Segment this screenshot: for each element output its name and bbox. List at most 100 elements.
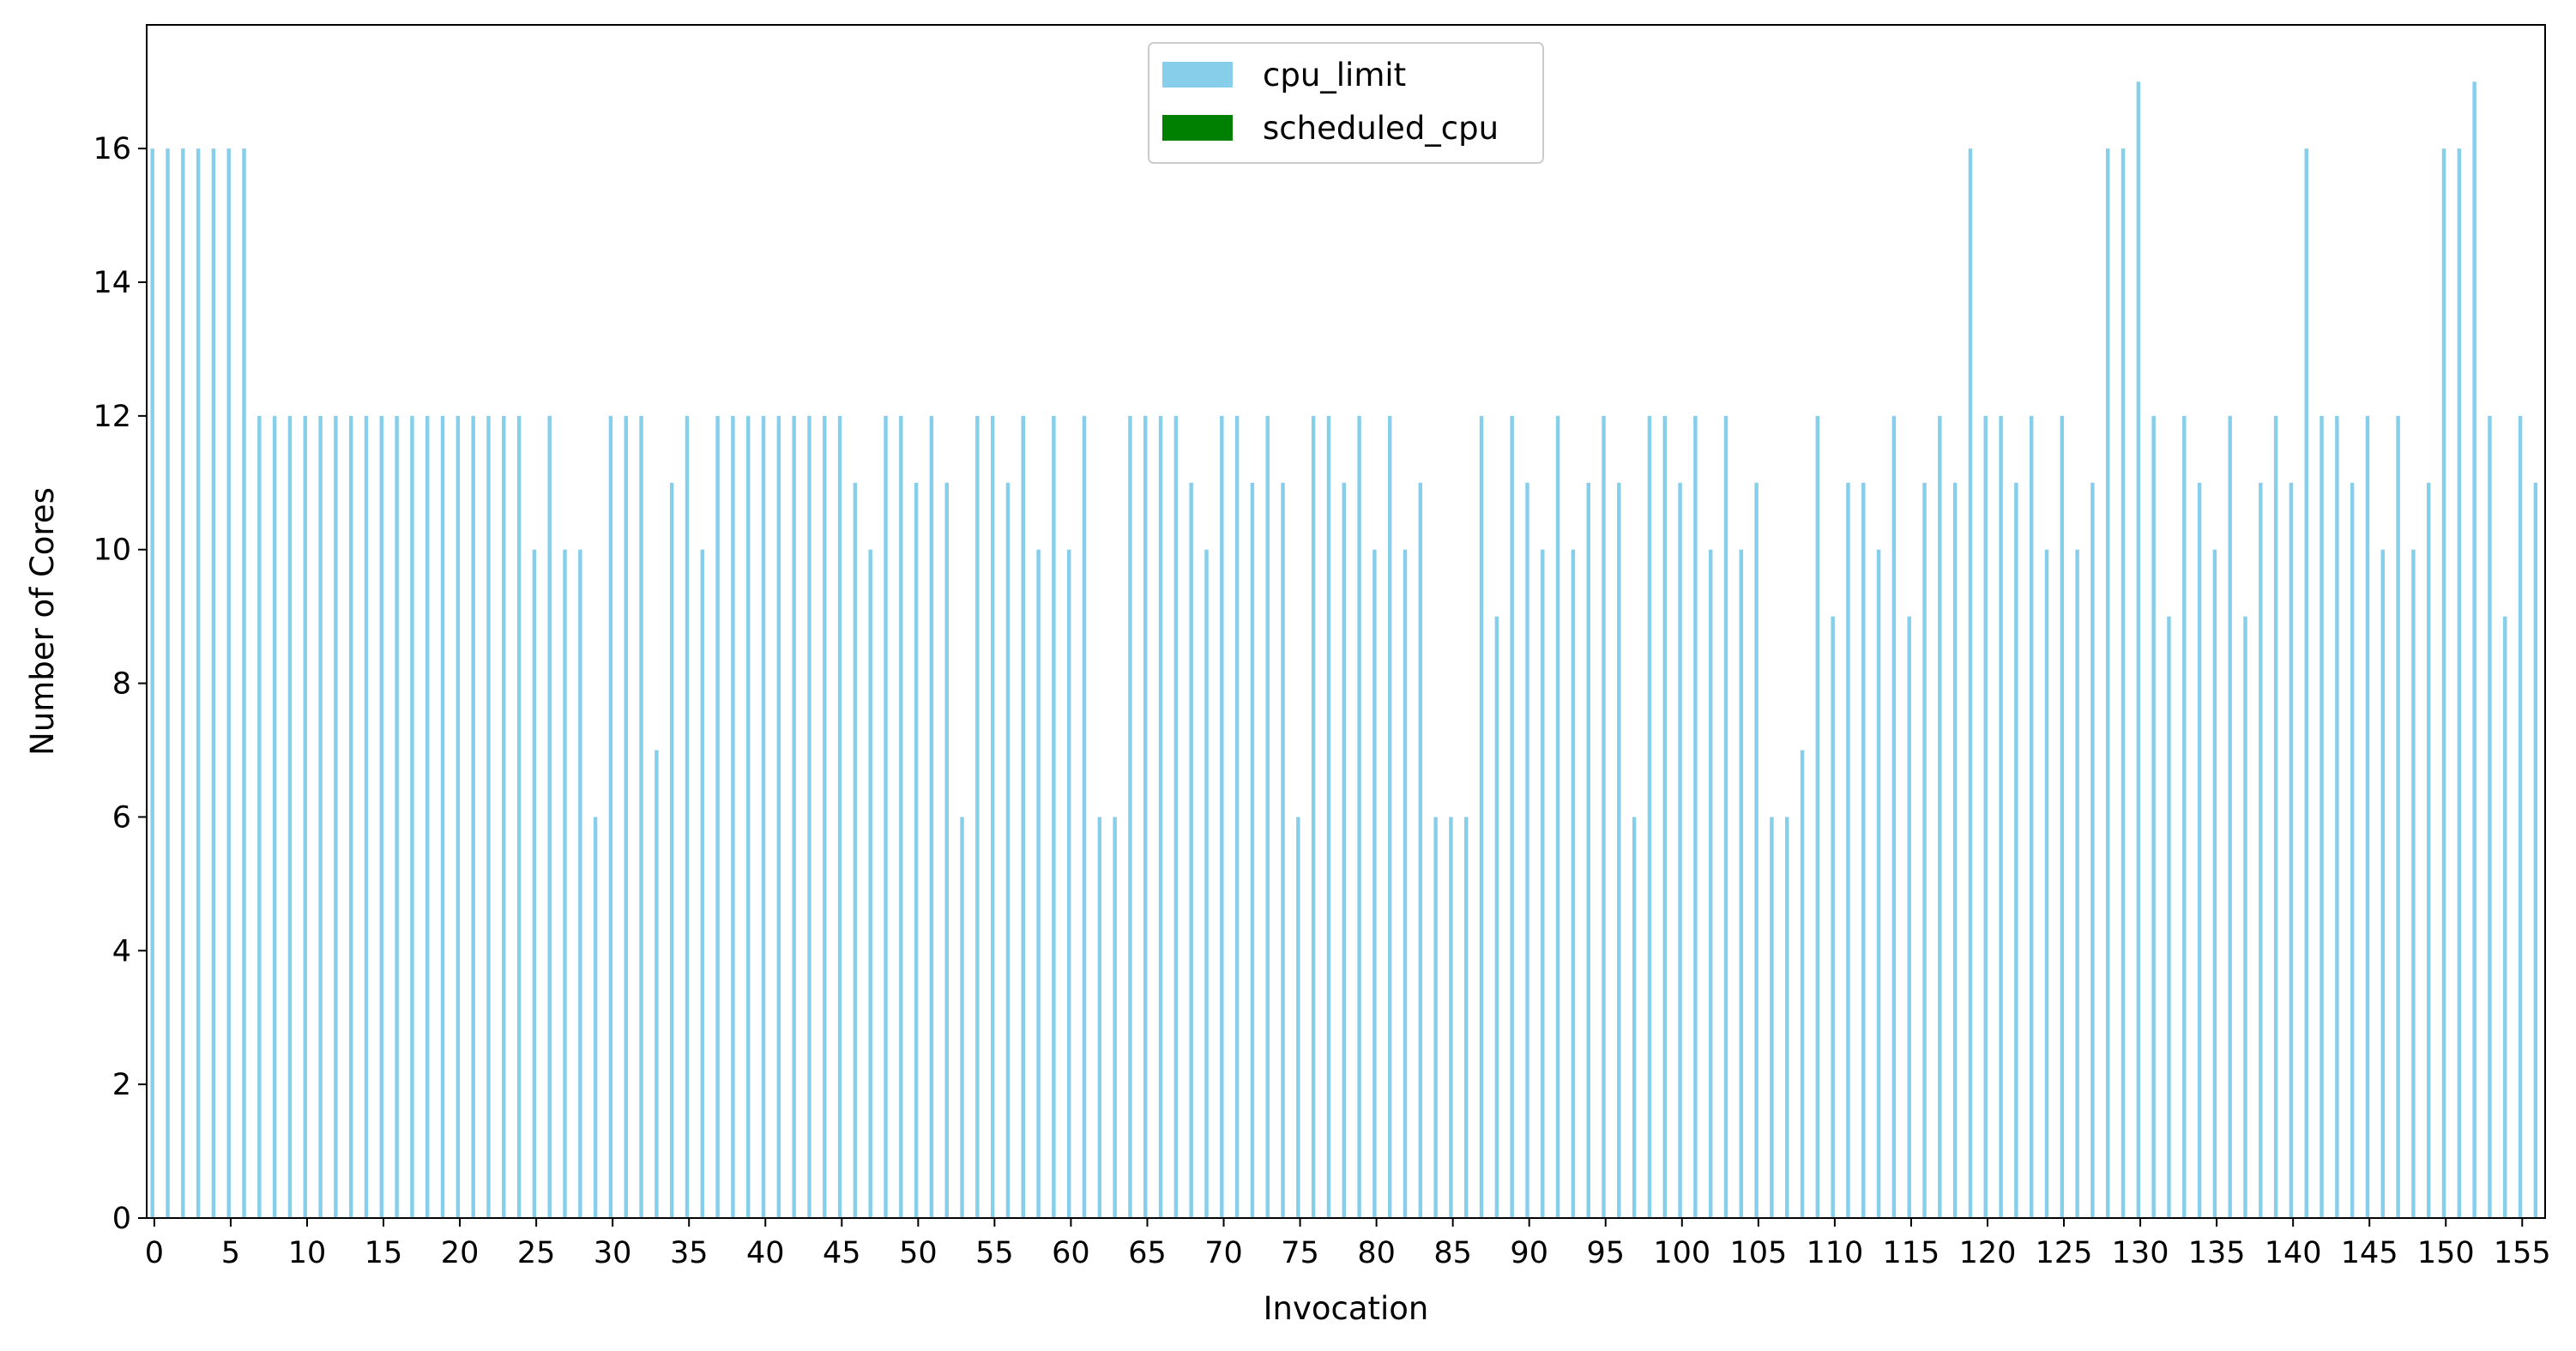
bar-cpu-limit-110	[1831, 616, 1835, 1218]
bar-cpu-limit-152	[2472, 81, 2476, 1219]
x-tick-label: 40	[746, 1236, 785, 1270]
bar-cpu-limit-93	[1571, 549, 1576, 1218]
y-axis-ticks: 0 2 4 6 8 10 12 14 16	[93, 132, 147, 1236]
bar-cpu-limit-4	[211, 148, 216, 1218]
bar-cpu-limit-55	[990, 415, 995, 1218]
bar-cpu-limit-45	[837, 415, 842, 1218]
bar-cpu-limit-97	[1632, 817, 1637, 1218]
x-tick-label: 120	[1959, 1236, 2017, 1270]
x-tick-label: 5	[221, 1236, 240, 1270]
bar-cpu-limit-13	[348, 415, 353, 1218]
bar-cpu-limit-140	[2289, 482, 2294, 1218]
bar-cpu-limit-65	[1143, 415, 1148, 1218]
bar-cpu-limit-71	[1234, 415, 1240, 1218]
bar-cpu-limit-142	[2320, 415, 2324, 1218]
bar-cpu-limit-137	[2243, 616, 2247, 1218]
x-tick-label: 75	[1281, 1236, 1319, 1270]
bar-cpu-limit-135	[2212, 549, 2217, 1218]
x-tick-label: 90	[1510, 1236, 1548, 1270]
bar-cpu-limit-2	[181, 148, 185, 1218]
bar-cpu-limit-67	[1173, 415, 1179, 1218]
bar-cpu-limit-109	[1815, 415, 1820, 1218]
y-tick-label: 8	[112, 667, 131, 702]
bar-cpu-limit-76	[1311, 415, 1316, 1218]
bar-cpu-limit-51	[929, 415, 934, 1218]
x-tick-label: 65	[1128, 1236, 1167, 1270]
bar-cpu-limit-134	[2197, 482, 2202, 1218]
bar-cpu-limit-35	[685, 415, 690, 1218]
bar-cpu-limit-100	[1678, 482, 1682, 1218]
x-tick-label: 25	[517, 1236, 556, 1270]
bar-cpu-limit-108	[1800, 750, 1805, 1218]
bar-cpu-limit-73	[1265, 415, 1270, 1218]
bar-cpu-limit-36	[700, 549, 705, 1218]
bar-cpu-limit-47	[868, 549, 872, 1218]
x-tick-label: 150	[2417, 1236, 2475, 1270]
bar-cpu-limit-128	[2105, 148, 2110, 1218]
bar-cpu-limit-54	[975, 415, 980, 1218]
bar-cpu-limit-38	[731, 415, 735, 1218]
x-tick-label: 0	[145, 1236, 164, 1270]
legend-swatch-cpu-limit	[1162, 62, 1233, 87]
bar-cpu-limit-117	[1938, 415, 1942, 1218]
legend-swatch-scheduled-cpu	[1162, 115, 1233, 141]
bar-cpu-limit-84	[1433, 817, 1438, 1218]
bar-cpu-limit-80	[1372, 549, 1377, 1218]
x-tick-label: 115	[1883, 1236, 1940, 1270]
bar-cpu-limit-120	[1983, 415, 1988, 1218]
bar-cpu-limit-28	[578, 549, 582, 1218]
bar-cpu-limit-57	[1021, 415, 1026, 1218]
bar-cpu-limit-1	[166, 148, 170, 1218]
y-axis-label: Number of Cores	[24, 487, 61, 756]
y-tick-label: 2	[112, 1068, 131, 1102]
bar-cpu-limit-69	[1204, 549, 1209, 1218]
bar-cpu-limit-7	[257, 415, 262, 1218]
y-tick-label: 14	[93, 266, 131, 300]
bar-cpu-limit-18	[425, 415, 430, 1218]
bar-cpu-limit-87	[1479, 415, 1484, 1218]
bar-cpu-limit-133	[2182, 415, 2187, 1218]
bar-cpu-limit-111	[1846, 482, 1850, 1218]
x-tick-label: 55	[975, 1236, 1014, 1270]
bar-cpu-limit-114	[1891, 415, 1897, 1218]
bar-cpu-limit-124	[2044, 549, 2049, 1218]
bar-cpu-limit-46	[853, 482, 858, 1218]
bar-cpu-limit-126	[2075, 549, 2079, 1218]
bar-cpu-limit-66	[1158, 415, 1163, 1218]
bar-cpu-limit-79	[1357, 415, 1361, 1218]
bar-cpu-limit-11	[318, 415, 323, 1218]
bar-cpu-limit-64	[1128, 415, 1132, 1218]
bar-cpu-limit-127	[2090, 482, 2095, 1218]
bar-cpu-limit-8	[272, 415, 277, 1218]
bar-cpu-limit-95	[1602, 415, 1606, 1218]
bar-cpu-limit-62	[1097, 817, 1102, 1218]
bar-cpu-limit-6	[242, 148, 246, 1218]
bar-cpu-limit-145	[2365, 415, 2370, 1218]
bar-cpu-limit-82	[1403, 549, 1408, 1218]
bar-cpu-limit-139	[2273, 415, 2278, 1218]
bar-cpu-limit-19	[440, 415, 445, 1218]
bar-cpu-limit-116	[1922, 482, 1927, 1218]
x-tick-label: 100	[1653, 1236, 1710, 1270]
x-tick-label: 140	[2265, 1236, 2322, 1270]
bar-cpu-limit-33	[655, 750, 659, 1218]
y-tick-label: 6	[112, 800, 131, 835]
bar-cpu-limit-115	[1907, 616, 1911, 1218]
bar-cpu-limit-70	[1220, 415, 1224, 1218]
bar-cpu-limit-132	[2167, 616, 2171, 1218]
bar-cpu-limit-146	[2380, 549, 2385, 1218]
bar-cpu-limit-119	[1968, 148, 1973, 1218]
x-tick-label: 70	[1204, 1236, 1243, 1270]
bar-cpu-limit-122	[2014, 482, 2018, 1218]
bar-cpu-limit-10	[303, 415, 307, 1218]
bar-cpu-limit-136	[2228, 415, 2232, 1218]
x-tick-label: 105	[1729, 1236, 1787, 1270]
x-tick-label: 20	[441, 1236, 480, 1270]
x-tick-label: 125	[2036, 1236, 2093, 1270]
bar-cpu-limit-52	[944, 482, 949, 1218]
bar-cpu-limit-91	[1541, 549, 1545, 1218]
y-tick-label: 0	[112, 1202, 131, 1236]
bar-cpu-limit-74	[1281, 482, 1285, 1218]
x-tick-label: 35	[670, 1236, 709, 1270]
y-tick-label: 4	[112, 934, 131, 968]
